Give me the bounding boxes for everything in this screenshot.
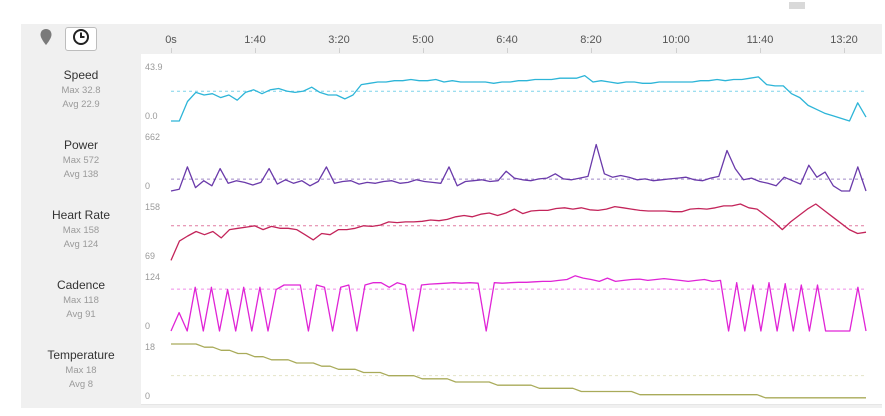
tick-mark bbox=[760, 48, 761, 53]
power-chart-svg bbox=[170, 143, 867, 192]
power-series-line bbox=[170, 143, 867, 192]
cadence-chart-svg bbox=[170, 275, 867, 332]
metric-label-panel: Cadence Max 118 Avg 91 bbox=[21, 264, 141, 334]
time-tick: 0s bbox=[165, 34, 177, 46]
heart-rate-chart-svg bbox=[170, 203, 867, 261]
time-tick: 5:00 bbox=[412, 34, 434, 46]
metric-avg: Avg 91 bbox=[66, 309, 96, 320]
y-axis-max-label: 18 bbox=[145, 342, 156, 352]
metric-avg: Avg 138 bbox=[63, 169, 99, 180]
y-axis-min-label: 0 bbox=[145, 391, 151, 401]
metric-row-cadence[interactable]: Cadence Max 118 Avg 91 124 0 bbox=[21, 264, 882, 335]
tick-mark bbox=[676, 48, 677, 53]
time-view-button[interactable] bbox=[65, 27, 97, 51]
speed-chart-svg bbox=[171, 74, 867, 122]
metric-row-heart-rate[interactable]: Heart Rate Max 158 Avg 124 158 69 bbox=[21, 194, 882, 265]
time-tick: 10:00 bbox=[662, 34, 690, 46]
speed-plot[interactable]: 43.9 0.0 bbox=[141, 54, 882, 125]
tick-mark bbox=[339, 48, 340, 53]
metric-max: Max 18 bbox=[65, 365, 97, 376]
temperature-chart-svg bbox=[171, 343, 866, 399]
temperature-series-line bbox=[171, 343, 866, 399]
speed-series-line bbox=[171, 74, 867, 122]
metric-label-panel: Heart Rate Max 158 Avg 124 bbox=[21, 194, 141, 264]
temperature-plot[interactable]: 18 0 bbox=[141, 334, 882, 405]
metric-name: Power bbox=[63, 138, 98, 152]
metric-max: Max 118 bbox=[63, 295, 99, 306]
heart-rate-plot[interactable]: 158 69 bbox=[141, 194, 882, 265]
tick-mark bbox=[423, 48, 424, 53]
tick-mark bbox=[171, 48, 172, 53]
metric-name: Heart Rate bbox=[51, 208, 111, 222]
map-pin-icon bbox=[39, 28, 53, 51]
clock-icon bbox=[72, 28, 90, 51]
cadence-series-line bbox=[170, 275, 867, 332]
y-axis-min-label: 0.0 bbox=[145, 111, 158, 121]
heart-series-line bbox=[170, 203, 867, 261]
time-tick: 8:20 bbox=[580, 34, 602, 46]
metric-avg: Avg 8 bbox=[68, 379, 94, 390]
tick-mark bbox=[507, 48, 508, 53]
time-tick: 6:40 bbox=[496, 34, 518, 46]
metric-row-power[interactable]: Power Max 572 Avg 138 662 0 bbox=[21, 124, 882, 195]
metric-avg: Avg 124 bbox=[63, 239, 99, 250]
metric-max: Max 158 bbox=[62, 225, 100, 236]
metric-name: Temperature bbox=[47, 348, 115, 362]
tick-mark bbox=[591, 48, 592, 53]
y-axis-min-label: 69 bbox=[145, 251, 156, 261]
metric-name: Speed bbox=[63, 68, 99, 82]
metric-name: Cadence bbox=[56, 278, 106, 292]
metric-label-panel: Speed Max 32.8 Avg 22.9 bbox=[21, 54, 141, 124]
cadence-plot[interactable]: 124 0 bbox=[141, 264, 882, 335]
metric-max: Max 32.8 bbox=[61, 85, 101, 96]
y-axis-max-label: 124 bbox=[145, 272, 161, 282]
time-tick: 11:40 bbox=[746, 34, 774, 46]
metric-avg: Avg 22.9 bbox=[62, 99, 100, 110]
tick-mark bbox=[255, 48, 256, 53]
metric-row-speed[interactable]: Speed Max 32.8 Avg 22.9 43.9 0.0 bbox=[21, 54, 882, 125]
time-tick: 1:40 bbox=[244, 34, 266, 46]
y-axis-min-label: 0 bbox=[145, 321, 151, 331]
y-axis-max-label: 43.9 bbox=[145, 62, 163, 72]
y-axis-max-label: 662 bbox=[145, 132, 161, 142]
tick-mark bbox=[844, 48, 845, 53]
y-axis-max-label: 158 bbox=[145, 202, 161, 212]
metric-label-panel: Power Max 572 Avg 138 bbox=[21, 124, 141, 194]
metric-label-panel: Temperature Max 18 Avg 8 bbox=[21, 334, 141, 404]
time-tick: 3:20 bbox=[328, 34, 350, 46]
y-axis-min-label: 0 bbox=[145, 181, 151, 191]
metric-row-temperature[interactable]: Temperature Max 18 Avg 8 18 0 bbox=[21, 334, 882, 405]
time-axis-toolbar: 0s 1:40 3:20 5:00 6:40 8:20 10:00 11:40 … bbox=[21, 24, 882, 53]
map-view-button[interactable] bbox=[30, 27, 62, 51]
power-plot[interactable]: 662 0 bbox=[141, 124, 882, 195]
top-scrollbar-thumb[interactable] bbox=[789, 2, 805, 9]
time-tick: 13:20 bbox=[830, 34, 858, 46]
metric-max: Max 572 bbox=[62, 155, 100, 166]
